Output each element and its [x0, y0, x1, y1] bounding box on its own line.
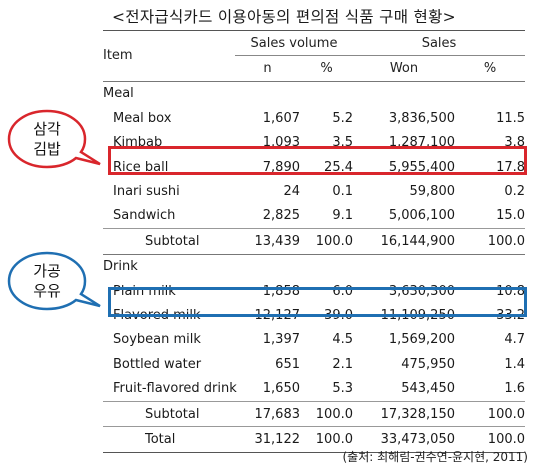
cell-percent: 17.8: [496, 159, 526, 175]
callout-line: 가공: [33, 262, 61, 280]
cell-n: 1,650: [262, 381, 300, 397]
item-name: Meal box: [113, 110, 172, 126]
table-row: Meal box 1,607 5.2 3,836,500 11.5: [103, 106, 525, 130]
table-row: Soybean milk 1,397 4.5 1,569,200 4.7: [103, 328, 525, 352]
callout-text: 가공 우유: [6, 250, 88, 312]
cell-percent: 5.3: [332, 381, 353, 397]
cell-percent: 0.1: [332, 184, 353, 200]
page-title: <전자급식카드 이용아동의 편의점 식품 구매 현황>: [112, 8, 456, 26]
cell-won: 543,450: [401, 381, 455, 397]
callout-line: 김밥: [33, 140, 61, 158]
cell-n: 17,683: [235, 400, 300, 427]
rice-ball-highlight: [108, 146, 527, 175]
table-row: Inari sushi 24 0.1 59,800 0.2: [103, 179, 525, 203]
cell-percent: 100.0: [455, 426, 526, 453]
sales-table: Item Sales volume Sales n % Won % Meal M…: [103, 29, 526, 453]
cell-won: 16,144,900: [353, 228, 455, 255]
group-label: Drink: [103, 259, 138, 275]
group-label: Meal: [103, 80, 526, 107]
subheader-row: n % Won %: [103, 56, 525, 81]
cell-percent: 2.1: [332, 356, 353, 372]
header-sales: Sales: [353, 29, 526, 57]
cell-percent: 4.7: [504, 332, 526, 348]
table-row: Sandwich 2,825 9.1 5,006,100 15.0: [103, 204, 525, 229]
subtotal-row-meal: Subtotal 13,439 100.0 16,144,900 100.0: [103, 228, 526, 255]
group-row-meal: Meal: [103, 80, 526, 107]
item-name: Inari sushi: [113, 184, 180, 200]
subheader-percent: %: [483, 61, 497, 77]
item-name: Rice ball: [113, 159, 169, 175]
cell-won: 33,473,050: [353, 426, 455, 453]
subtotal-row-drink: Subtotal 17,683 100.0 17,328,150 100.0: [103, 400, 526, 427]
item-name: Sandwich: [113, 208, 176, 224]
source-note: (출처: 최해림-권수연-윤지현, 2011): [342, 450, 529, 464]
cell-won: 3,836,500: [388, 110, 455, 126]
subtotal-label: Subtotal: [103, 400, 235, 427]
cell-n: 31,122: [235, 426, 300, 453]
cell-percent: 1.6: [504, 381, 526, 397]
cell-n: 13,439: [235, 228, 300, 255]
table-row: Bottled water 651 2.1 475,950 1.4: [103, 352, 525, 376]
cell-percent: 4.5: [332, 332, 353, 348]
flavored-milk-highlight: [108, 287, 527, 317]
cell-percent: 100.0: [300, 400, 353, 427]
item-name: Bottled water: [113, 356, 202, 372]
cell-percent: 15.0: [496, 208, 526, 224]
callout-red: 삼각 김밥: [6, 108, 101, 172]
cell-percent: 100.0: [455, 228, 526, 255]
cell-percent: 5.2: [332, 110, 353, 126]
cell-n: 2,825: [262, 208, 300, 224]
cell-won: 59,800: [409, 184, 456, 200]
cell-n: 24: [283, 184, 300, 200]
cell-won: 5,955,400: [388, 159, 455, 175]
subheader-percent: %: [320, 61, 333, 77]
cell-n: 651: [275, 356, 300, 372]
table-row: Rice ball 7,890 25.4 5,955,400 17.8: [103, 155, 525, 179]
speech-bubble-icon: [7, 251, 101, 311]
cell-percent: 100.0: [455, 400, 526, 427]
header-item: Item: [103, 30, 235, 82]
cell-won: 5,006,100: [388, 208, 455, 224]
subheader-n: n: [263, 61, 272, 77]
item-name: Fruit-flavored drink: [113, 381, 237, 397]
cell-percent: 0.2: [504, 184, 526, 200]
cell-percent: 9.1: [332, 208, 353, 224]
callout-line: 우유: [33, 282, 61, 300]
cell-percent: 1.4: [504, 356, 526, 372]
table-row: Fruit-flavored drink 1,650 5.3 543,450 1…: [103, 376, 525, 401]
group-row-drink: Drink: [103, 254, 525, 279]
callout-blue: 가공 우유: [6, 250, 101, 314]
header-row: Item Sales volume Sales: [103, 29, 526, 82]
speech-bubble-icon: [7, 109, 101, 169]
callout-text: 삼각 김밥: [6, 108, 88, 170]
cell-n: 1,607: [262, 110, 300, 126]
cell-won: 17,328,150: [353, 400, 455, 427]
callout-line: 삼각: [33, 120, 61, 138]
cell-percent: 11.5: [496, 110, 526, 126]
cell-percent: 100.0: [300, 228, 353, 255]
total-row: Total 31,122 100.0 33,473,050 100.0: [103, 426, 526, 453]
cell-n: 7,890: [262, 159, 300, 175]
cell-n: 1,397: [262, 332, 300, 348]
cell-won: 1,569,200: [388, 332, 455, 348]
cell-percent: 25.4: [324, 159, 353, 175]
total-label: Total: [103, 426, 235, 453]
item-name: Soybean milk: [113, 332, 201, 348]
subheader-won: Won: [389, 61, 419, 77]
cell-percent: 100.0: [300, 426, 353, 453]
header-sales-volume: Sales volume: [235, 29, 353, 57]
subtotal-label: Subtotal: [103, 228, 235, 255]
cell-won: 475,950: [401, 356, 455, 372]
